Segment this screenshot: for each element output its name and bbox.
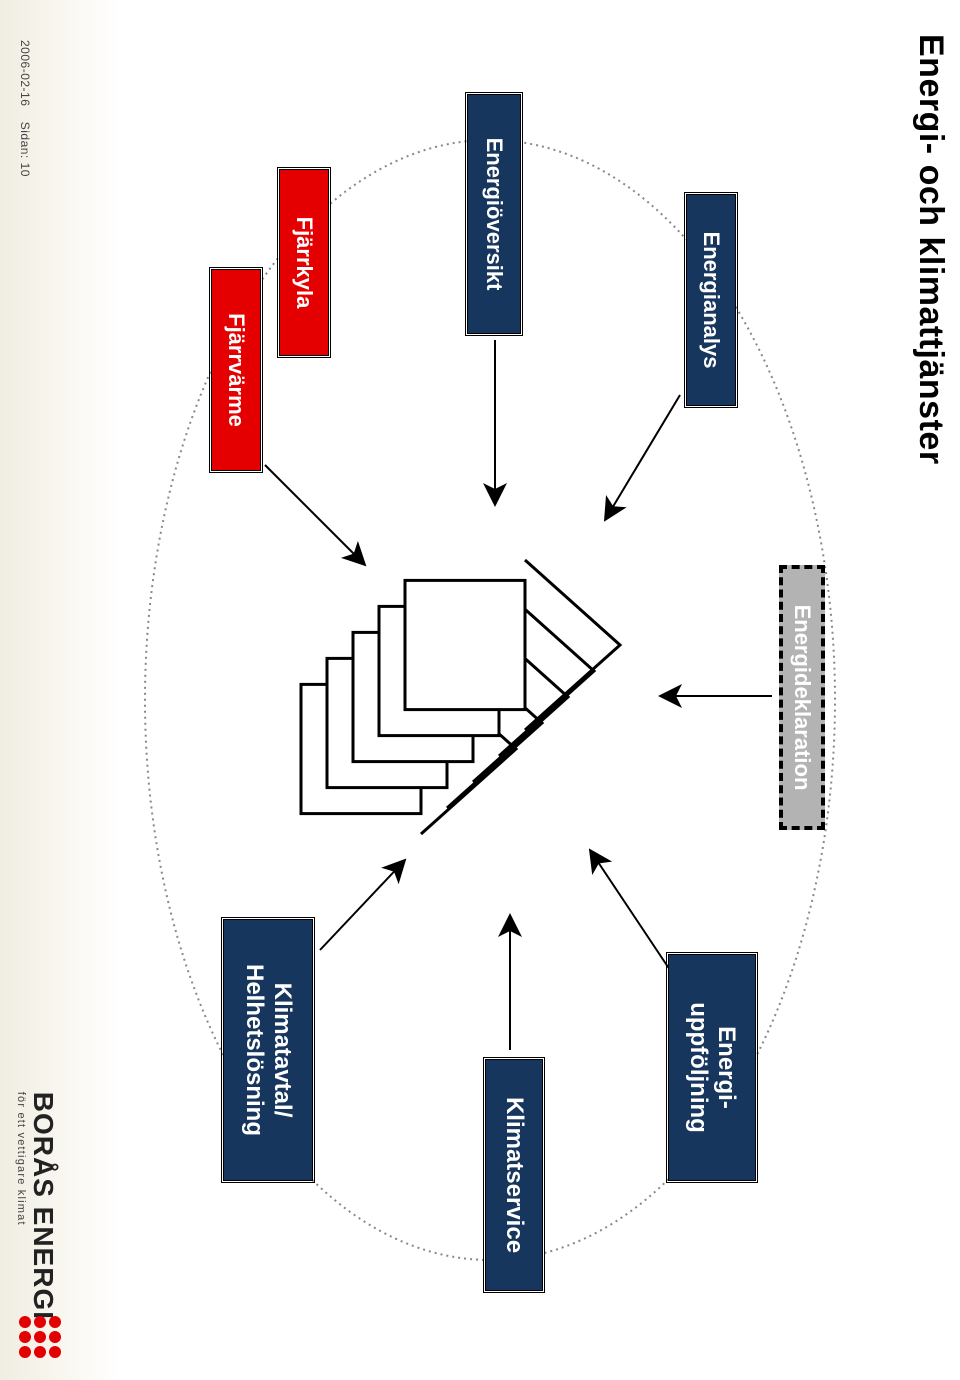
box-energianalys: Energianalys (687, 195, 735, 405)
footer-meta: 2006-02-16 Sidan: 10 (18, 40, 32, 177)
box-energioversikt: Energiöversikt (468, 95, 520, 333)
box-klimatavtal: Klimatavtal/Helhetslösning (224, 920, 312, 1180)
brand-block: BORÅS ENERGI för ett vettigare klimat (15, 1092, 59, 1320)
box-energiuppfoljning: Energi-uppföljning (669, 955, 755, 1180)
box-klimatservice: Klimatservice (486, 1060, 542, 1290)
box-fjarrkyla: Fjärrkyla (280, 170, 328, 355)
footer-band: 2006-02-16 Sidan: 10 BORÅS ENERGI för et… (0, 0, 120, 1380)
brand-name: BORÅS ENERGI (27, 1092, 59, 1320)
footer-page-num: 10 (18, 163, 32, 177)
box-energideklaration: Energideklaration (779, 565, 825, 830)
footer-date: 2006-02-16 (18, 40, 32, 106)
footer-page-label: Sidan: (18, 122, 32, 159)
brand-tagline: för ett vettigare klimat (15, 1092, 27, 1320)
box-fjarrvarme: Fjärrvärme (212, 270, 260, 470)
brand-dots-icon (13, 1314, 63, 1364)
